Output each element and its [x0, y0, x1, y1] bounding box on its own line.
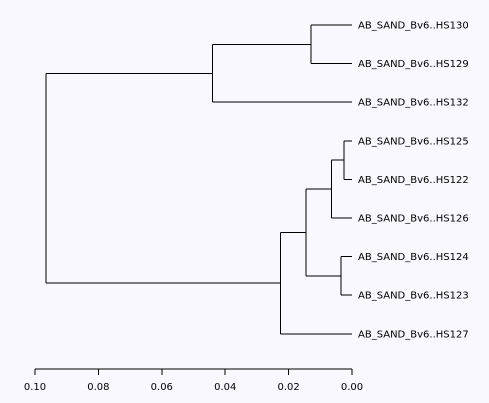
leaf-label: AB_SAND_Bv6..HS130 [358, 21, 469, 32]
leaf-label: AB_SAND_Bv6..HS122 [358, 175, 469, 186]
axis-ticks: 0.10 0.08 0.06 0.04 0.02 0.00 [24, 369, 363, 393]
leaf-label: AB_SAND_Bv6..HS124 [358, 252, 469, 263]
axis-tick-label: 0.00 [341, 382, 363, 393]
dendrogram-tree [45, 24, 352, 335]
leaf-label: AB_SAND_Bv6..HS129 [358, 59, 469, 70]
leaf-label: AB_SAND_Bv6..HS127 [358, 329, 469, 340]
distance-axis: 0.10 0.08 0.06 0.04 0.02 0.00 [24, 368, 363, 393]
axis-tick-label: 0.06 [151, 382, 173, 393]
axis-tick-label: 0.02 [277, 382, 299, 393]
axis-tick-label: 0.04 [214, 382, 236, 393]
leaf-label: AB_SAND_Bv6..HS123 [358, 291, 469, 302]
axis-tick-label: 0.08 [87, 382, 109, 393]
leaf-label: AB_SAND_Bv6..HS132 [358, 98, 469, 109]
leaf-labels: AB_SAND_Bv6..HS130 AB_SAND_Bv6..HS129 AB_S… [358, 21, 469, 341]
axis-tick-label: 0.10 [24, 382, 46, 393]
leaf-label: AB_SAND_Bv6..HS126 [358, 214, 469, 225]
leaf-label: AB_SAND_Bv6..HS125 [358, 136, 469, 147]
